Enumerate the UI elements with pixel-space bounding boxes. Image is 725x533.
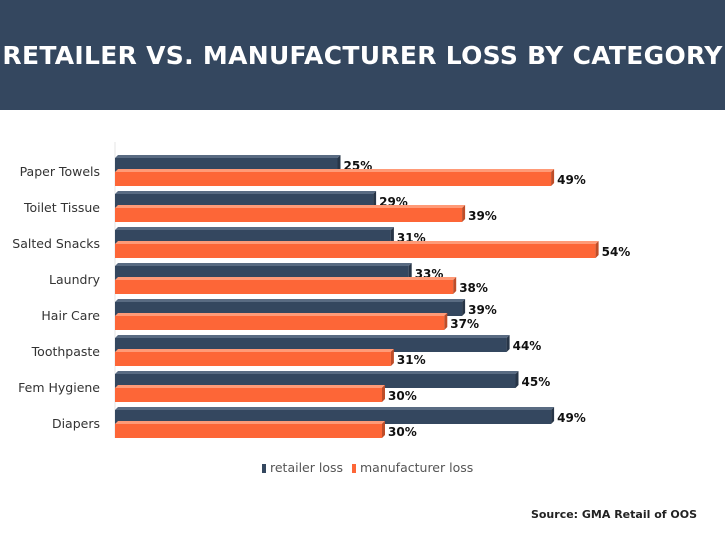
manufacturer-bar [115, 388, 382, 402]
bar-side-face [390, 349, 394, 366]
manufacturer-bar [115, 424, 382, 438]
retailer-bar [115, 266, 409, 280]
bar-top-face [115, 299, 466, 302]
legend-manufacturer-label: manufacturer loss [360, 460, 473, 475]
manufacturer-bar [115, 352, 391, 366]
data-label: 30% [388, 389, 417, 403]
data-label: 49% [557, 173, 586, 187]
bar-top-face [115, 349, 394, 352]
retailer-bar [115, 194, 374, 208]
bar-side-face [551, 407, 555, 424]
retailer-bar [115, 302, 463, 316]
bar-chart: Paper Towels 25%49%Toilet Tissue 29%39%Sal… [12, 142, 631, 475]
data-label: 38% [459, 281, 488, 295]
bar-top-face [115, 169, 555, 172]
data-label: 30% [388, 425, 417, 439]
bar-top-face [115, 191, 377, 194]
bar-side-face [373, 191, 377, 208]
bar-top-face [115, 371, 519, 374]
bar-side-face [453, 277, 457, 294]
category-label: Fem Hygiene [18, 380, 100, 395]
category-label: Laundry [49, 272, 101, 287]
bar-top-face [115, 313, 448, 316]
legend-retailer-swatch [262, 464, 266, 473]
retailer-bar [115, 158, 338, 172]
category-label: Diapers [52, 416, 100, 431]
bar-side-face [382, 421, 385, 438]
bar-top-face [115, 205, 466, 208]
data-label: 44% [513, 339, 542, 353]
category-label: Hair Care [41, 308, 100, 323]
bar-top-face [115, 407, 555, 410]
chart-area: Paper Towels 25% 49% Toilet Tissue 29% 39% Sal… [0, 138, 725, 483]
category-label: Toilet Tissue [23, 200, 100, 215]
data-label: 31% [397, 353, 426, 367]
legend-manufacturer-swatch [352, 464, 356, 473]
bar-top-face [115, 227, 394, 230]
bar-top-face [115, 277, 457, 280]
bar-side-face [462, 299, 466, 316]
manufacturer-bar [115, 280, 454, 294]
bar-top-face [115, 241, 599, 244]
category-label: Salted Snacks [12, 236, 100, 251]
category-label: Toothpaste [31, 344, 101, 359]
data-label: 37% [450, 317, 479, 331]
manufacturer-bar [115, 316, 445, 330]
chart-header: RETAILER VS. MANUFACTURER LOSS BY CATEGO… [0, 0, 725, 110]
retailer-bar [115, 410, 552, 424]
manufacturer-bar [115, 208, 463, 222]
bar-top-face [115, 335, 510, 338]
bar-top-face [115, 385, 385, 388]
bar-side-face [595, 241, 599, 258]
data-label: 39% [468, 303, 497, 317]
bar-side-face [337, 155, 341, 172]
data-label: 49% [557, 411, 586, 425]
bar-top-face [115, 155, 341, 158]
category-label: Paper Towels [20, 164, 100, 179]
data-label: 54% [602, 245, 631, 259]
bar-top-face [115, 421, 385, 424]
bar-side-face [506, 335, 510, 352]
manufacturer-bar [115, 244, 596, 258]
chart-title: RETAILER VS. MANUFACTURER LOSS BY CATEGO… [2, 40, 723, 70]
bar-side-face [382, 385, 385, 402]
bar-top-face [115, 263, 412, 266]
bar-side-face [515, 371, 519, 388]
bar-side-face [390, 227, 394, 244]
retailer-bar [115, 374, 516, 388]
bar-side-face [551, 169, 555, 186]
manufacturer-bar [115, 172, 552, 186]
data-label: 45% [522, 375, 551, 389]
bar-side-face [444, 313, 448, 330]
bar-side-face [462, 205, 466, 222]
legend-retailer-label: retailer loss [270, 460, 343, 475]
data-label: 39% [468, 209, 497, 223]
retailer-bar [115, 338, 507, 352]
bar-side-face [408, 263, 412, 280]
source-note: Source: GMA Retail of OOS [530, 508, 697, 521]
retailer-bar [115, 230, 391, 244]
